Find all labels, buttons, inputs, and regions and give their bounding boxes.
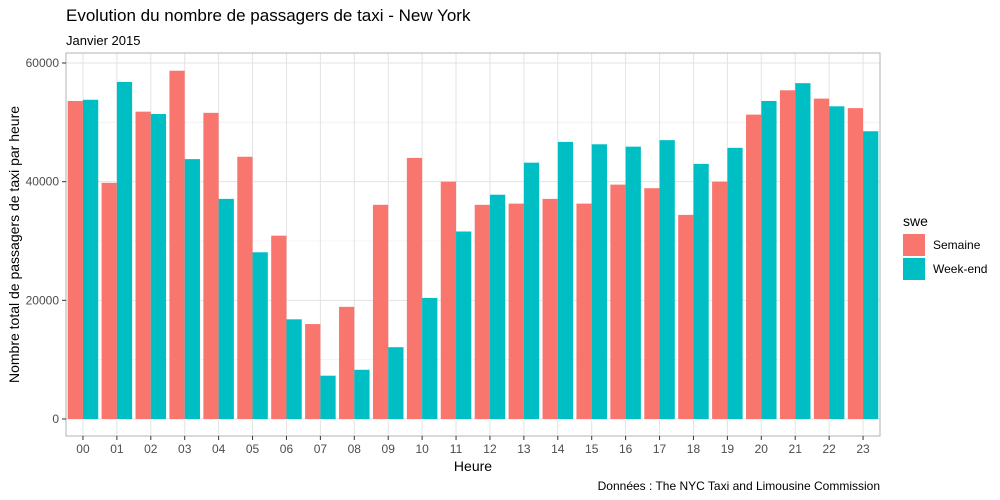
y-axis-ticks: 0 20000 40000 60000 xyxy=(26,56,66,426)
x-tick-label: 18 xyxy=(687,442,701,456)
x-tick-label: 10 xyxy=(415,442,429,456)
bar-week-end-12 xyxy=(489,194,506,419)
chart-caption: Données : The NYC Taxi and Limousine Com… xyxy=(597,479,880,493)
y-axis-title: Nombre total de passagers de taxi par he… xyxy=(6,106,22,383)
bar-week-end-22 xyxy=(829,106,845,420)
x-axis-title: Heure xyxy=(454,458,492,474)
bar-week-end-21 xyxy=(795,83,811,419)
chart-title: Evolution du nombre de passagers de taxi… xyxy=(66,6,471,25)
bar-semaine-06 xyxy=(271,235,287,419)
bar-semaine-13 xyxy=(508,203,524,419)
bar-semaine-14 xyxy=(542,198,558,419)
bar-week-end-18 xyxy=(693,163,709,419)
bar-semaine-08 xyxy=(339,306,355,419)
bar-semaine-05 xyxy=(237,156,253,419)
x-tick-label: 23 xyxy=(856,442,870,456)
x-tick-label: 09 xyxy=(382,442,396,456)
bar-week-end-17 xyxy=(659,140,675,419)
x-tick-label: 07 xyxy=(314,442,328,456)
bar-week-end-07 xyxy=(320,375,336,419)
bar-semaine-23 xyxy=(847,108,864,420)
x-tick-label: 17 xyxy=(653,442,667,456)
bar-semaine-15 xyxy=(576,203,592,419)
bar-week-end-04 xyxy=(218,198,234,419)
bar-week-end-09 xyxy=(388,347,404,419)
legend-key-week-end xyxy=(903,258,925,280)
x-tick-label: 22 xyxy=(822,442,836,456)
bars-layer xyxy=(67,70,879,420)
bar-semaine-00 xyxy=(67,100,83,420)
bar-week-end-23 xyxy=(863,131,879,419)
legend-item-week-end: Week-end xyxy=(903,258,987,280)
x-tick-label: 01 xyxy=(110,442,124,456)
plot-panel-border xyxy=(65,52,881,437)
bar-week-end-08 xyxy=(354,369,370,419)
x-tick-label: 03 xyxy=(178,442,192,456)
legend-key-semaine xyxy=(903,234,925,256)
bar-semaine-09 xyxy=(372,204,389,419)
bar-semaine-22 xyxy=(813,98,830,419)
bar-semaine-16 xyxy=(610,184,626,419)
x-tick-label: 16 xyxy=(619,442,633,456)
bar-semaine-07 xyxy=(305,324,321,419)
bar-semaine-04 xyxy=(203,112,219,419)
bar-semaine-02 xyxy=(135,111,151,420)
bar-semaine-20 xyxy=(746,114,762,420)
bar-week-end-11 xyxy=(456,231,472,419)
chart-subtitle: Janvier 2015 xyxy=(66,33,141,48)
legend-label-week-end: Week-end xyxy=(933,262,988,276)
x-tick-label: 21 xyxy=(789,442,803,456)
x-tick-label: 08 xyxy=(348,442,362,456)
x-axis-ticks: 00 01 02 03 04 05 06 07 08 09 10 11 12 13 14 15 16 17 18 19… xyxy=(76,436,870,456)
bar-week-end-15 xyxy=(591,144,607,419)
legend-title: swe xyxy=(903,213,928,229)
x-tick-label: 11 xyxy=(450,442,463,456)
grid-minor-lines xyxy=(66,121,880,361)
bar-week-end-05 xyxy=(252,252,268,419)
bar-week-end-14 xyxy=(557,141,574,419)
y-tick-label: 20000 xyxy=(26,293,60,307)
x-tick-label: 19 xyxy=(721,442,735,456)
bar-semaine-03 xyxy=(169,70,185,420)
bar-semaine-10 xyxy=(406,157,423,419)
bar-week-end-19 xyxy=(727,147,743,419)
x-tick-label: 12 xyxy=(483,442,497,456)
x-tick-label: 15 xyxy=(585,442,599,456)
legend-item-semaine: Semaine xyxy=(903,234,980,256)
bar-semaine-18 xyxy=(678,214,694,419)
bar-week-end-16 xyxy=(625,146,641,419)
bar-semaine-11 xyxy=(440,181,457,419)
x-tick-label: 04 xyxy=(212,442,226,456)
y-tick-label: 0 xyxy=(52,412,59,426)
bar-semaine-12 xyxy=(474,204,490,419)
x-tick-label: 05 xyxy=(246,442,260,456)
bar-week-end-01 xyxy=(116,81,133,419)
bar-week-end-13 xyxy=(523,162,540,419)
bar-semaine-21 xyxy=(779,90,796,419)
bar-week-end-03 xyxy=(184,159,200,419)
bar-semaine-19 xyxy=(712,181,728,419)
bar-semaine-01 xyxy=(101,182,117,419)
x-tick-label: 00 xyxy=(76,442,90,456)
bar-week-end-20 xyxy=(761,100,777,420)
bar-week-end-00 xyxy=(82,99,99,419)
x-tick-label: 13 xyxy=(517,442,531,456)
x-tick-label: 02 xyxy=(144,442,158,456)
x-tick-label: 14 xyxy=(551,442,565,456)
bar-week-end-02 xyxy=(150,114,167,419)
x-tick-label: 20 xyxy=(755,442,769,456)
y-tick-label: 60000 xyxy=(26,56,60,70)
bar-week-end-10 xyxy=(422,297,438,419)
y-tick-label: 40000 xyxy=(26,175,60,189)
bar-semaine-17 xyxy=(644,188,660,419)
bar-week-end-06 xyxy=(286,319,302,419)
legend-label-semaine: Semaine xyxy=(933,238,981,252)
x-tick-label: 06 xyxy=(280,442,294,456)
